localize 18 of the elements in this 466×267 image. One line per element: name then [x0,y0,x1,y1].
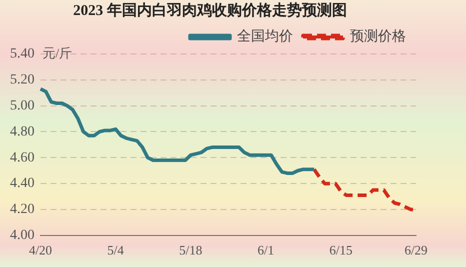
y-tick-label: 4.00 [10,228,34,244]
y-tick-label: 4.60 [10,150,34,166]
legend-label: 全国均价 [237,28,293,45]
x-tick-label: 5/4 [107,242,124,258]
y-tick-label: 4.80 [10,124,34,140]
y-tick-label: 5.20 [10,72,34,88]
x-tick-label: 6/15 [329,242,352,258]
x-tick-label: 6/1 [257,242,274,258]
y-tick-label: 5.00 [10,98,34,114]
chart-title: 2023 年国内白羽肉鸡收购价格走势预测图 [73,2,347,19]
y-tick-label: 4.40 [10,176,34,192]
y-tick-label: 4.20 [10,202,34,218]
x-tick-label: 6/29 [404,242,428,258]
y-tick-label: 5.40 [10,46,34,62]
y-axis-title: 元/斤 [42,45,72,60]
x-tick-label: 4/20 [28,242,52,258]
legend-label: 预测价格 [350,28,406,45]
x-tick-label: 5/18 [179,242,202,258]
